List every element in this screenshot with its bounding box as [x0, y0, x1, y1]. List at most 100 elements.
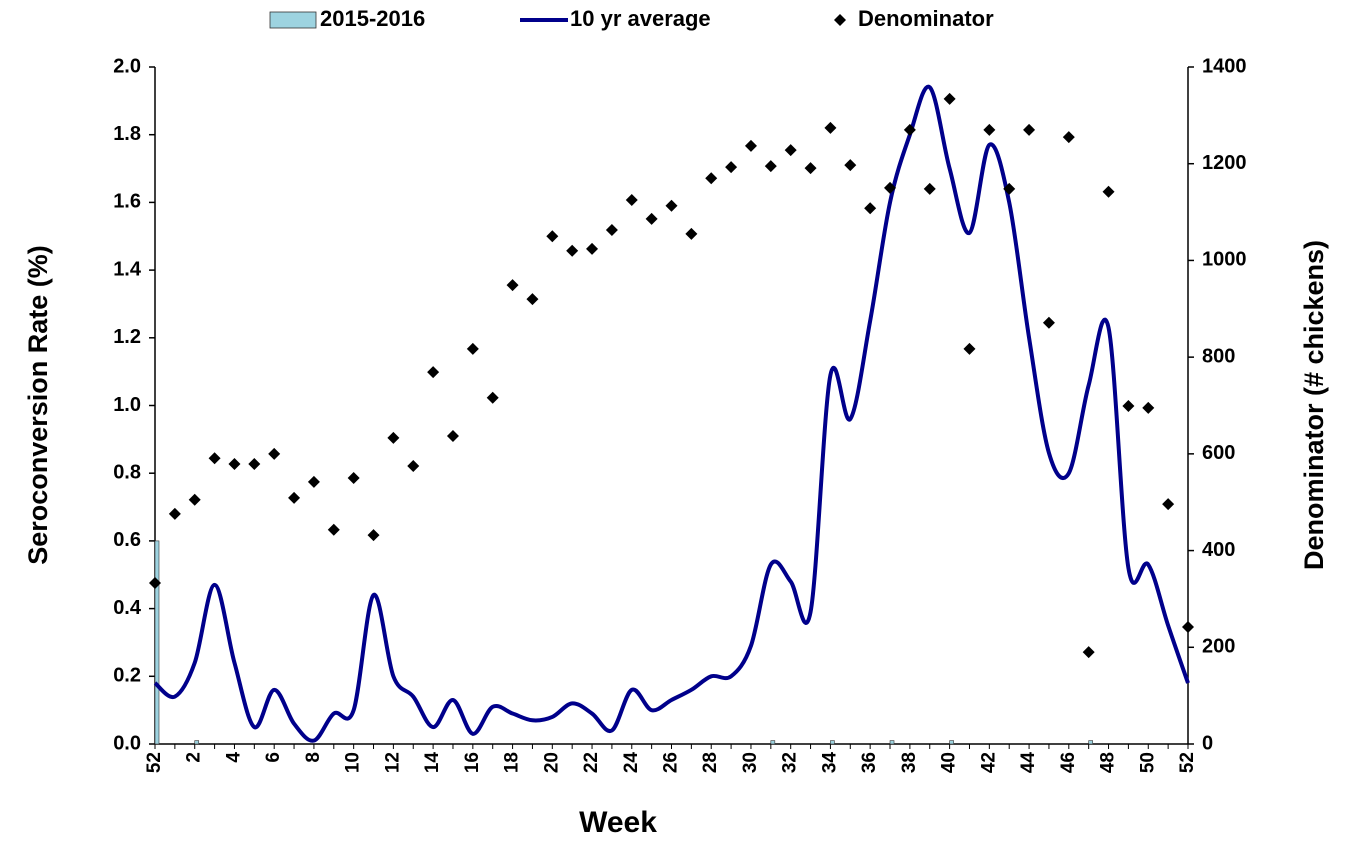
x-tick-label: 18 — [502, 752, 523, 773]
y2-tick-label: 200 — [1202, 636, 1235, 658]
point — [884, 181, 897, 194]
point — [1102, 185, 1115, 198]
point — [1003, 182, 1016, 195]
point — [526, 293, 539, 306]
point — [824, 121, 837, 134]
y2-tick-label: 800 — [1202, 345, 1235, 367]
point — [188, 493, 201, 506]
point — [645, 212, 658, 225]
point — [586, 242, 599, 255]
point — [228, 458, 241, 471]
point — [764, 160, 777, 173]
point — [566, 244, 579, 257]
legend-swatch — [269, 11, 317, 29]
y-tick-label: 0.8 — [113, 461, 141, 483]
point — [268, 447, 281, 460]
y-tick-label: 1.8 — [113, 123, 141, 145]
point — [288, 491, 301, 504]
legend-label: 2015-2016 — [320, 6, 425, 31]
x-tick-label: 10 — [343, 752, 364, 773]
x-tick-label: 16 — [462, 752, 483, 773]
point — [963, 342, 976, 355]
bar — [830, 740, 835, 745]
bar — [1088, 740, 1093, 745]
point — [685, 227, 698, 240]
point — [943, 92, 956, 105]
point — [1162, 498, 1175, 511]
bar — [194, 740, 200, 745]
bar — [949, 740, 954, 745]
point — [168, 507, 181, 520]
point — [1082, 646, 1095, 659]
y2-axis-title: Denominator (# chickens) — [1299, 240, 1329, 570]
y2-tick-label: 600 — [1202, 442, 1235, 464]
x-tick-label: 20 — [541, 752, 562, 773]
y-tick-label: 0.2 — [113, 665, 141, 687]
y2-tick-label: 1400 — [1202, 55, 1247, 77]
x-tick-label: 38 — [899, 752, 920, 773]
line — [153, 84, 1190, 743]
y-tick-label: 1.0 — [113, 394, 141, 416]
x-tick-label: 4 — [223, 752, 244, 763]
point — [983, 123, 996, 136]
point — [804, 162, 817, 175]
x-tick-label: 44 — [1018, 752, 1039, 774]
x-tick-label: 22 — [581, 752, 602, 773]
point — [546, 230, 559, 243]
x-tick-label: 42 — [978, 752, 999, 773]
y2-tick-label: 1000 — [1202, 249, 1247, 271]
x-tick-label: 36 — [859, 752, 880, 773]
y-tick-label: 2.0 — [113, 55, 141, 77]
bar — [154, 540, 160, 745]
point — [784, 144, 797, 157]
y-axis-title: Seroconversion Rate (%) — [23, 245, 53, 565]
point — [923, 182, 936, 195]
point — [665, 199, 678, 212]
x-tick-label: 2 — [184, 752, 205, 763]
y2-tick-label: 400 — [1202, 539, 1235, 561]
x-tick-label: 24 — [621, 752, 642, 774]
y-tick-label: 1.6 — [113, 191, 141, 213]
x-tick-label: 6 — [263, 752, 284, 763]
y-tick-label: 0.0 — [113, 732, 141, 754]
point — [149, 576, 161, 589]
point — [864, 202, 877, 215]
point — [1062, 131, 1075, 144]
y-tick-label: 0.6 — [113, 529, 141, 551]
point — [744, 139, 757, 152]
x-tick-label: 26 — [661, 752, 682, 773]
x-tick-label: 40 — [939, 752, 960, 773]
point — [427, 366, 440, 379]
x-tick-label: 14 — [422, 752, 443, 774]
point — [407, 459, 420, 472]
point — [1122, 399, 1135, 412]
legend-label: Denominator — [858, 6, 994, 31]
x-axis-title: Week — [579, 806, 657, 839]
x-tick-label: 30 — [740, 752, 761, 773]
x-tick-label: 12 — [382, 752, 403, 773]
x-tick-label: 52 — [1177, 752, 1198, 773]
y-tick-label: 1.2 — [113, 326, 141, 348]
point — [625, 193, 638, 206]
point — [903, 123, 916, 136]
x-tick-label: 34 — [819, 752, 840, 774]
point — [705, 172, 718, 185]
point — [446, 429, 459, 442]
x-tick-label: 32 — [780, 752, 801, 773]
point — [844, 159, 857, 172]
y-tick-label: 1.4 — [113, 258, 142, 280]
x-tick-label: 52 — [144, 752, 165, 773]
point — [387, 431, 400, 444]
bar — [770, 740, 776, 745]
x-tick-label: 8 — [303, 752, 324, 763]
legend-label: 10 yr average — [570, 6, 711, 31]
point — [248, 458, 261, 471]
point — [367, 529, 380, 542]
x-tick-label: 50 — [1137, 752, 1158, 773]
point — [1023, 123, 1036, 136]
point — [327, 523, 340, 536]
point — [1182, 620, 1194, 633]
y-tick-label: 0.4 — [113, 597, 142, 619]
point — [605, 223, 618, 236]
